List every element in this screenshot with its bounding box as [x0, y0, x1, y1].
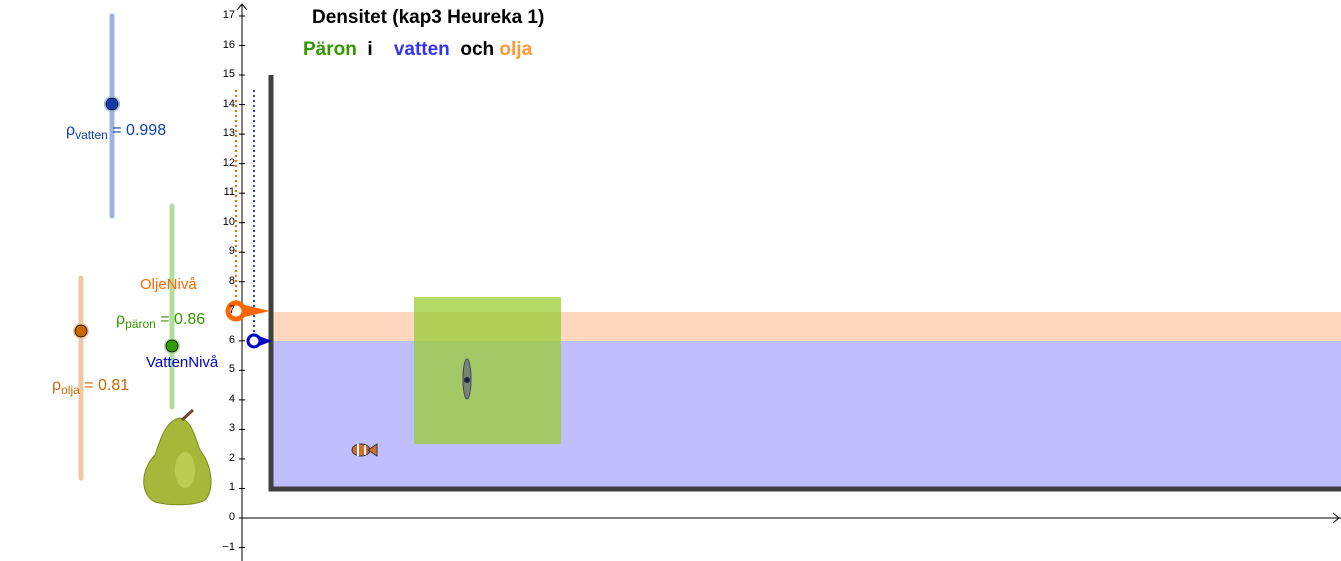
- subtitle-olja: olja: [499, 39, 533, 60]
- slider-vatten-label: ρvatten = 0.998: [66, 122, 167, 143]
- y-tick-label: 10: [222, 215, 235, 228]
- fish-icon: [351, 443, 378, 457]
- y-tick-label: −1: [222, 540, 235, 553]
- subtitle: Päron i vatten och olja: [303, 39, 532, 61]
- y-tick-label: 2: [228, 451, 235, 464]
- water-level-point[interactable]: [246, 333, 272, 349]
- y-tick-label: 6: [228, 333, 235, 346]
- y-tick-label: 14: [222, 97, 235, 110]
- page-title: Densitet (kap3 Heureka 1): [312, 7, 545, 28]
- slider-paron-label: ρpäron = 0.86: [116, 311, 206, 332]
- y-tick-label: 1: [228, 481, 235, 494]
- subtitle-och: och: [460, 39, 495, 60]
- pear-block[interactable]: [414, 297, 561, 444]
- y-tick-label: 12: [222, 156, 235, 169]
- y-tick-label: 8: [228, 274, 235, 287]
- subtitle-i: i: [367, 39, 373, 60]
- y-tick-label: 11: [223, 186, 235, 199]
- y-tick-label: 4: [228, 392, 235, 405]
- y-tick-label: 16: [222, 38, 235, 51]
- y-tick-label: 17: [222, 8, 235, 21]
- y-tick-label: 0: [228, 511, 235, 523]
- y-axis-arrow: [236, 3, 248, 11]
- ellipse-center-dot: [464, 377, 470, 383]
- y-tick-label: 13: [222, 127, 235, 140]
- x-axis-arrow: [1332, 512, 1340, 524]
- oil-level-point[interactable]: [225, 300, 270, 322]
- y-tick-label: 5: [228, 363, 235, 376]
- subtitle-vatten: vatten: [393, 39, 450, 60]
- oil-level-label: OljeNivå: [140, 276, 197, 293]
- container: [268, 75, 1341, 492]
- y-tick-label: 9: [228, 245, 235, 258]
- y-tick-label: 3: [228, 422, 235, 435]
- y-tick-label: 15: [222, 68, 235, 81]
- y-tick-label: 7: [228, 304, 235, 317]
- subtitle-paron: Päron: [303, 39, 357, 60]
- water-level-label: VattenNivå: [146, 354, 219, 371]
- slider-olja-label: ρolja = 0.81: [52, 377, 130, 398]
- pear-image: [143, 408, 212, 506]
